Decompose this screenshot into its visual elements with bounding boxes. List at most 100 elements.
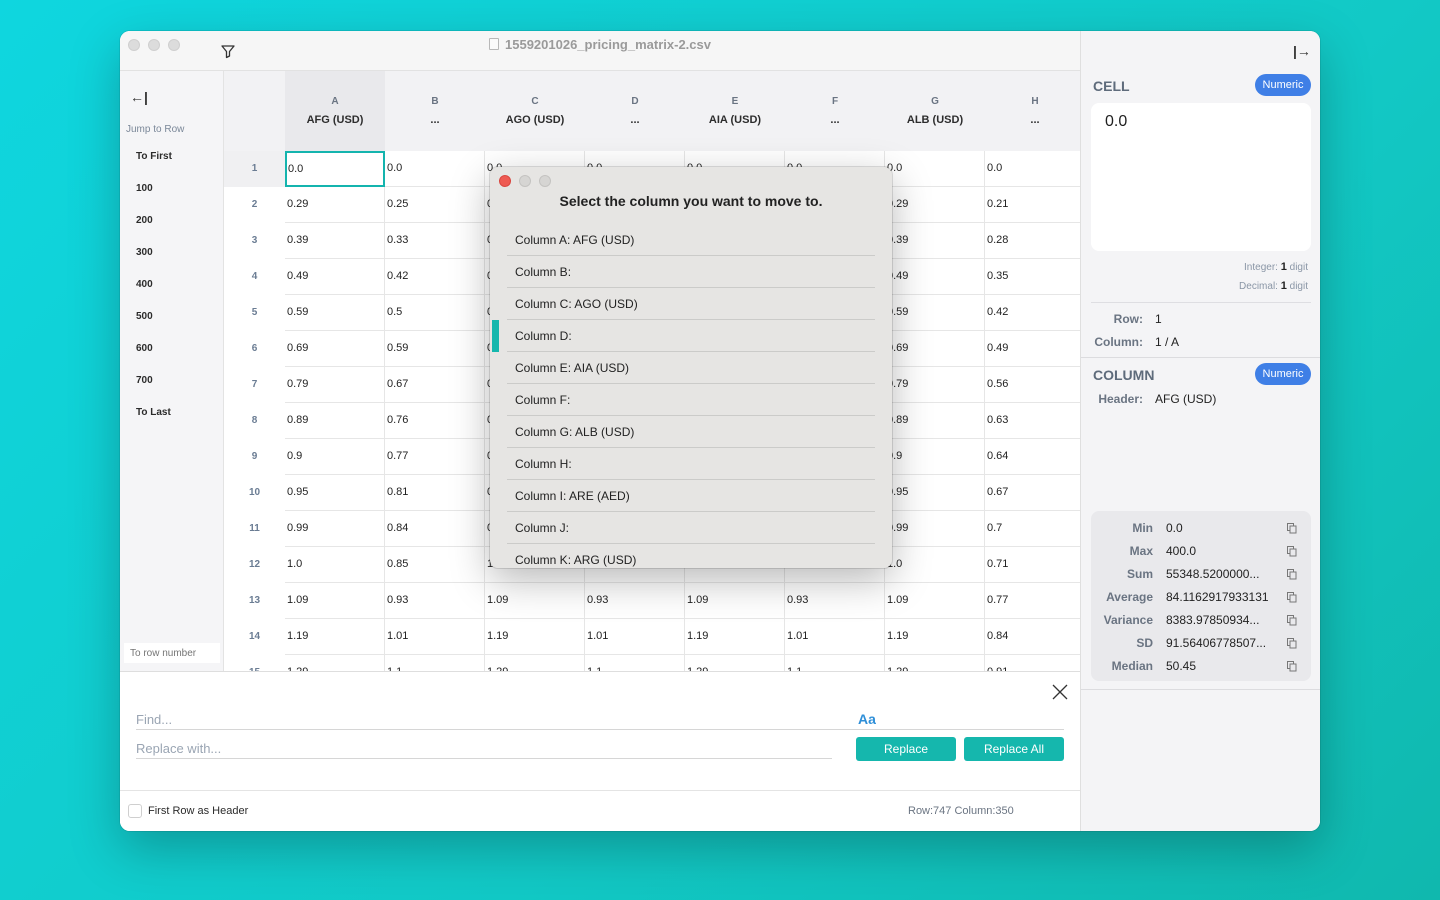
table-cell[interactable]: 1.1 — [585, 655, 685, 671]
jump-item[interactable]: To First — [136, 151, 172, 162]
find-input[interactable] — [136, 710, 1064, 730]
table-cell[interactable]: 0.42 — [385, 259, 485, 295]
close-find-bar-icon[interactable] — [1050, 682, 1070, 702]
column-type-badge[interactable]: Numeric — [1255, 363, 1311, 385]
table-cell[interactable]: 1.1 — [785, 655, 885, 671]
zoom-window-button[interactable] — [168, 39, 180, 51]
table-cell[interactable]: 0.77 — [985, 583, 1080, 619]
table-cell[interactable]: 1.01 — [585, 619, 685, 655]
column-option[interactable]: Column B: — [507, 256, 875, 288]
copy-icon[interactable] — [1287, 592, 1297, 603]
table-cell[interactable]: 0.7 — [985, 511, 1080, 547]
table-cell[interactable]: 1.19 — [685, 619, 785, 655]
cell-type-badge[interactable]: Numeric — [1255, 74, 1311, 96]
table-cell[interactable]: 0.33 — [385, 223, 485, 259]
row-number[interactable]: 13 — [224, 583, 285, 619]
row-number[interactable]: 9 — [224, 439, 285, 475]
minimize-window-button[interactable] — [148, 39, 160, 51]
table-cell[interactable]: 0.49 — [985, 331, 1080, 367]
column-header[interactable]: B... — [385, 71, 485, 151]
table-cell[interactable]: 0.67 — [985, 475, 1080, 511]
table-cell[interactable]: 1.01 — [785, 619, 885, 655]
table-cell[interactable]: 0.35 — [985, 259, 1080, 295]
column-option[interactable]: Column G: ALB (USD) — [507, 416, 875, 448]
row-number[interactable]: 6 — [224, 331, 285, 367]
column-header[interactable]: G ALB (USD) — [885, 71, 985, 151]
jump-item[interactable]: 200 — [136, 215, 153, 226]
jump-item[interactable]: 100 — [136, 183, 153, 194]
table-cell[interactable]: 1.29 — [285, 655, 385, 671]
jump-item[interactable]: 600 — [136, 343, 153, 354]
table-cell[interactable]: 0.59 — [285, 295, 385, 331]
copy-icon[interactable] — [1287, 523, 1297, 534]
table-cell[interactable]: 0.28 — [985, 223, 1080, 259]
table-cell[interactable]: 1.0 — [885, 547, 985, 583]
row-number[interactable]: 4 — [224, 259, 285, 295]
column-option[interactable]: Column K: ARG (USD) — [507, 544, 875, 568]
table-cell[interactable]: 1.29 — [885, 655, 985, 671]
column-option[interactable]: Column F: — [507, 384, 875, 416]
row-number[interactable]: 1 — [224, 151, 285, 187]
column-header[interactable]: C AGO (USD) — [485, 71, 585, 151]
table-cell[interactable]: 0.29 — [885, 187, 985, 223]
replace-button[interactable]: Replace — [856, 737, 956, 761]
table-cell[interactable]: 0.89 — [885, 403, 985, 439]
copy-icon[interactable] — [1287, 546, 1297, 557]
table-cell[interactable]: 0.49 — [885, 259, 985, 295]
table-cell[interactable]: 1.09 — [885, 583, 985, 619]
table-cell[interactable]: 0.99 — [885, 511, 985, 547]
row-number[interactable]: 3 — [224, 223, 285, 259]
table-cell[interactable]: 0.64 — [985, 439, 1080, 475]
column-option[interactable]: Column A: AFG (USD) — [507, 224, 875, 256]
table-cell[interactable]: 0.79 — [285, 367, 385, 403]
table-cell[interactable]: 0.29 — [285, 187, 385, 223]
table-cell[interactable]: 1.09 — [285, 583, 385, 619]
table-cell[interactable]: 0.56 — [985, 367, 1080, 403]
table-cell[interactable]: 0.9 — [285, 439, 385, 475]
table-cell[interactable]: 0.84 — [385, 511, 485, 547]
table-cell[interactable]: 0.93 — [385, 583, 485, 619]
collapse-sidebar-icon[interactable]: ←| — [130, 89, 148, 105]
table-cell[interactable]: 0.71 — [985, 547, 1080, 583]
table-cell[interactable]: 0.81 — [385, 475, 485, 511]
column-option[interactable]: Column H: — [507, 448, 875, 480]
table-cell[interactable]: 0.79 — [885, 367, 985, 403]
table-cell[interactable]: 0.5 — [385, 295, 485, 331]
first-row-header-checkbox[interactable] — [128, 804, 142, 818]
column-option[interactable]: Column J: — [507, 512, 875, 544]
table-cell[interactable]: 0.69 — [285, 331, 385, 367]
list-scroll-indicator[interactable] — [492, 320, 499, 352]
table-cell[interactable]: 1.09 — [685, 583, 785, 619]
table-cell[interactable]: 0.9 — [885, 439, 985, 475]
column-option[interactable]: Column D: — [507, 320, 875, 352]
row-number[interactable]: 5 — [224, 295, 285, 331]
table-cell[interactable]: 0.39 — [285, 223, 385, 259]
row-number[interactable]: 2 — [224, 187, 285, 223]
copy-icon[interactable] — [1287, 615, 1297, 626]
replace-all-button[interactable]: Replace All — [964, 737, 1064, 761]
table-cell[interactable]: 0.89 — [285, 403, 385, 439]
table-cell[interactable]: 1.0 — [285, 547, 385, 583]
table-cell[interactable]: 0.25 — [385, 187, 485, 223]
table-cell[interactable]: 0.67 — [385, 367, 485, 403]
table-cell[interactable]: 1.29 — [685, 655, 785, 671]
row-number[interactable]: 14 — [224, 619, 285, 655]
table-cell[interactable]: 0.59 — [885, 295, 985, 331]
table-cell[interactable]: 0.84 — [985, 619, 1080, 655]
row-number[interactable]: 7 — [224, 367, 285, 403]
cell-value-editor[interactable]: 0.0 — [1091, 103, 1311, 251]
table-cell[interactable]: 1.19 — [285, 619, 385, 655]
match-case-toggle[interactable]: Aa — [858, 711, 876, 727]
table-cell[interactable]: 0.39 — [885, 223, 985, 259]
table-cell[interactable]: 1.1 — [385, 655, 485, 671]
copy-icon[interactable] — [1287, 661, 1297, 672]
table-cell[interactable]: 1.19 — [885, 619, 985, 655]
dialog-close-button[interactable] — [499, 175, 511, 187]
table-cell[interactable]: 0.76 — [385, 403, 485, 439]
row-number-input[interactable] — [124, 643, 220, 663]
row-number[interactable]: 10 — [224, 475, 285, 511]
table-cell[interactable]: 0.59 — [385, 331, 485, 367]
table-cell[interactable]: 0.91 — [985, 655, 1080, 671]
row-number[interactable]: 15 — [224, 655, 285, 671]
table-cell[interactable]: 1.01 — [385, 619, 485, 655]
